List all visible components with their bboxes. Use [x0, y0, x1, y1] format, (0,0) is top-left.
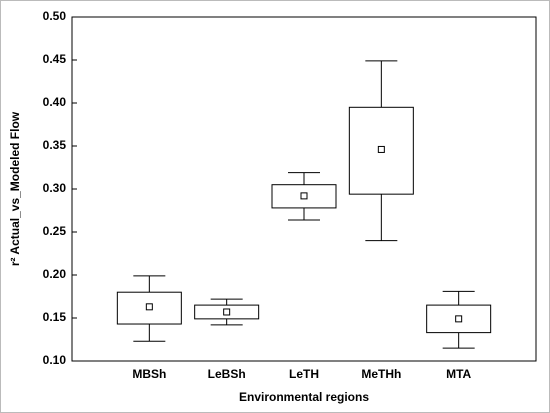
- y-tick-label: 0.45: [43, 52, 67, 66]
- y-tick-label: 0.35: [43, 138, 67, 152]
- box: [348, 106, 414, 195]
- y-tick-label: 0.10: [43, 353, 67, 367]
- y-tick-label: 0.15: [43, 310, 67, 324]
- x-tick-label: MTA: [446, 367, 471, 381]
- mean-marker: [300, 192, 308, 200]
- y-tick-label: 0.25: [43, 224, 67, 238]
- y-tick-label: 0.30: [43, 181, 67, 195]
- box: [116, 291, 182, 325]
- y-tick-label: 0.20: [43, 267, 67, 281]
- y-tick-label: 0.40: [43, 95, 67, 109]
- x-tick-label: MBSh: [132, 367, 166, 381]
- box: [426, 304, 492, 334]
- mean-marker: [377, 145, 385, 153]
- y-tick-label: 0.50: [43, 9, 67, 23]
- x-tick-label: LeTH: [289, 367, 319, 381]
- mean-marker: [145, 303, 153, 311]
- box: [271, 184, 337, 209]
- mean-marker: [455, 315, 463, 323]
- x-axis-label: Environmental regions: [239, 390, 369, 404]
- x-tick-label: MeTHh: [361, 367, 401, 381]
- mean-marker: [223, 308, 231, 316]
- y-axis-label: r² Actual_vs_Modeled Flow: [8, 111, 22, 266]
- x-tick-label: LeBSh: [208, 367, 246, 381]
- box: [194, 304, 260, 320]
